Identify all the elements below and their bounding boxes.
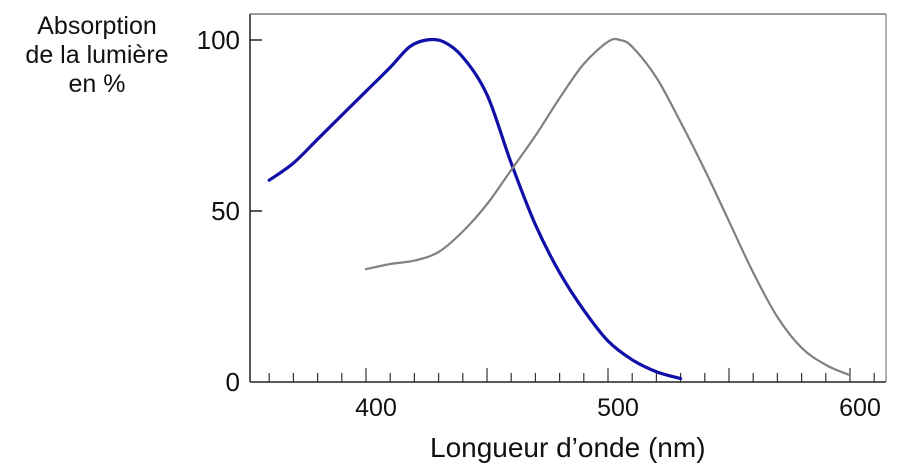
x-minor-ticks — [268, 368, 875, 382]
series-line-1 — [267, 37, 683, 381]
series-line-2 — [364, 37, 852, 377]
x-tick-label: 500 — [597, 394, 639, 422]
y-axis-label-line-2: de la lumière — [25, 41, 169, 69]
y-tick-label: 100 — [197, 25, 240, 55]
y-axis-label: Absorption de la lumière en % — [4, 12, 190, 99]
series-layer — [267, 37, 852, 381]
x-tick-label: 400 — [355, 394, 397, 422]
y-axis-label-line-3: en % — [68, 70, 126, 98]
plot-frame — [249, 13, 887, 383]
y-tick-label: 0 — [226, 367, 240, 397]
y-axis-label-line-1: Absorption — [37, 12, 157, 40]
x-tick-label: 600 — [839, 394, 881, 422]
tick-labels: 050100400500600700 — [197, 25, 881, 422]
x-axis-label: Longueur d’onde (nm) — [430, 432, 706, 463]
y-tick-label: 50 — [211, 196, 240, 226]
